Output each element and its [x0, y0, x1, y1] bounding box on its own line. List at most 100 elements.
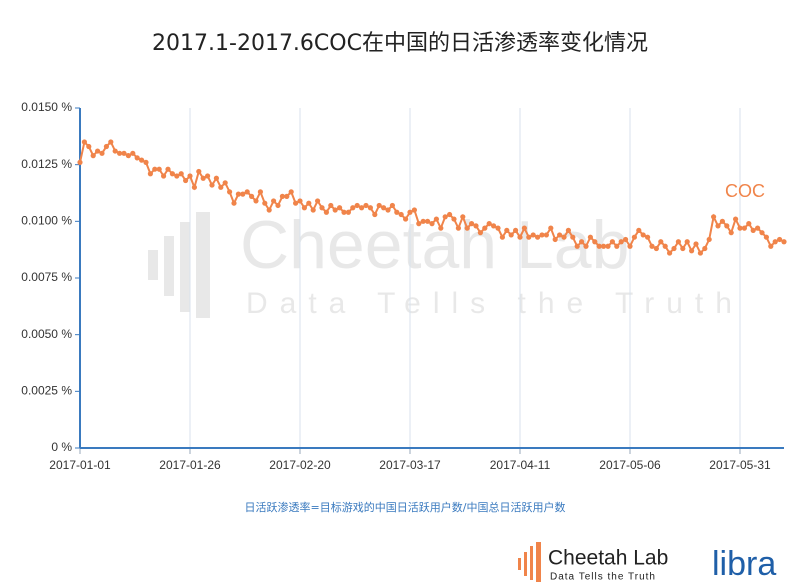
point: [90, 153, 96, 159]
point: [645, 234, 651, 240]
point: [433, 216, 439, 222]
point: [618, 239, 624, 245]
point: [231, 200, 237, 206]
partner-logo: libra: [712, 545, 776, 583]
y-tick-label: 0.0050 %: [21, 327, 72, 341]
point: [288, 189, 294, 195]
point: [121, 150, 127, 156]
point: [777, 236, 783, 243]
point: [134, 155, 140, 161]
logo-bar: [530, 546, 533, 580]
point: [579, 239, 585, 245]
point: [451, 216, 457, 222]
logo-slogan: Data Tells the Truth: [550, 572, 656, 583]
point: [95, 148, 101, 154]
point: [658, 239, 664, 245]
point: [139, 157, 145, 163]
point: [521, 225, 528, 231]
y-tick-label: 0.0100 %: [21, 214, 72, 228]
point: [420, 218, 426, 224]
note: 日活跃渗透率=目标游戏的中国日活跃用户数/中国总日活跃用户数: [245, 500, 566, 514]
point: [557, 232, 563, 238]
point: [187, 173, 193, 179]
point: [447, 211, 453, 218]
point: [385, 207, 391, 213]
point: [293, 200, 299, 206]
point: [297, 198, 303, 204]
point: [741, 225, 748, 231]
point: [152, 166, 158, 172]
point: [592, 239, 598, 245]
point: [574, 243, 580, 249]
point: [609, 239, 616, 245]
point: [636, 227, 642, 233]
point: [372, 211, 378, 218]
point: [689, 248, 695, 254]
point: [442, 214, 448, 220]
point: [728, 230, 734, 236]
point: [222, 180, 228, 186]
point: [165, 166, 171, 172]
point: [702, 245, 708, 252]
point: [473, 223, 479, 229]
point: [398, 211, 404, 218]
point: [491, 223, 497, 229]
logo-bar: [536, 542, 541, 582]
point: [341, 209, 347, 215]
point: [262, 200, 268, 206]
point: [517, 234, 523, 240]
point: [469, 221, 475, 227]
point: [499, 234, 505, 240]
x-tick-label: 2017-05-06: [599, 458, 661, 472]
point: [662, 243, 668, 249]
y-tick-label: 0 %: [51, 440, 72, 454]
point: [279, 193, 285, 199]
point: [284, 193, 290, 199]
point: [627, 243, 633, 249]
point: [552, 236, 558, 243]
point: [103, 143, 109, 150]
point: [271, 198, 277, 204]
point: [706, 236, 712, 243]
point: [169, 171, 175, 177]
point: [359, 205, 365, 211]
point: [548, 225, 554, 231]
point: [526, 234, 532, 240]
point: [711, 214, 717, 220]
point: [403, 216, 409, 222]
point: [315, 198, 321, 204]
point: [438, 225, 444, 231]
point: [565, 227, 572, 233]
logo-text: Cheetah Lab: [548, 547, 668, 570]
point: [235, 191, 241, 197]
point: [601, 243, 607, 249]
point: [640, 232, 646, 238]
point: [205, 173, 211, 179]
point: [543, 232, 550, 238]
point: [768, 243, 774, 249]
x-tick-label: 2017-01-26: [159, 458, 221, 472]
point: [719, 218, 726, 224]
point: [381, 205, 387, 211]
point: [693, 241, 699, 247]
point: [596, 243, 602, 249]
point: [249, 193, 255, 199]
point: [266, 207, 272, 213]
point: [561, 234, 567, 240]
chart-title: 2017.1-2017.6COC在中国的日活渗透率变化情况: [152, 31, 648, 56]
point: [156, 166, 162, 172]
point: [486, 221, 492, 227]
point: [587, 234, 594, 240]
point: [684, 239, 690, 245]
x-tick-label: 2017-02-20: [269, 458, 331, 472]
point: [653, 245, 660, 252]
y-tick-label: 0.0125 %: [21, 157, 72, 171]
point: [319, 205, 325, 211]
point: [147, 171, 153, 177]
point: [77, 159, 83, 165]
point: [680, 245, 686, 252]
point: [99, 150, 105, 156]
point: [733, 216, 739, 222]
point: [174, 173, 180, 179]
point: [425, 218, 431, 224]
